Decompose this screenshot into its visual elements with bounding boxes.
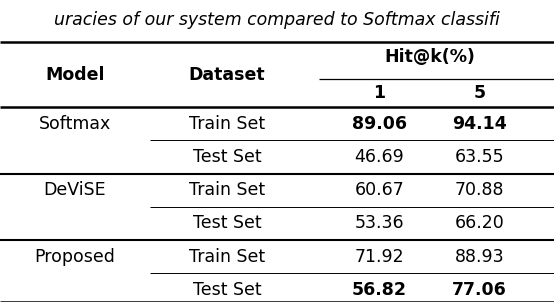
Text: Train Set: Train Set <box>189 248 265 266</box>
Text: 77.06: 77.06 <box>452 281 506 299</box>
Text: 94.14: 94.14 <box>452 115 506 133</box>
Text: Dataset: Dataset <box>189 66 265 84</box>
Text: 71.92: 71.92 <box>355 248 404 266</box>
Text: 46.69: 46.69 <box>355 148 404 166</box>
Text: uracies of our system compared to Softmax classifi: uracies of our system compared to Softma… <box>54 11 500 29</box>
Text: 1: 1 <box>373 84 386 102</box>
Text: DeViSE: DeViSE <box>43 181 106 199</box>
Text: Proposed: Proposed <box>34 248 115 266</box>
Text: 56.82: 56.82 <box>352 281 407 299</box>
Text: 53.36: 53.36 <box>355 214 404 233</box>
Text: Model: Model <box>45 66 105 84</box>
Text: Test Set: Test Set <box>193 148 261 166</box>
Text: Hit@k(%): Hit@k(%) <box>384 48 475 66</box>
Text: Train Set: Train Set <box>189 181 265 199</box>
Text: Train Set: Train Set <box>189 115 265 133</box>
Text: Test Set: Test Set <box>193 214 261 233</box>
Text: 66.20: 66.20 <box>454 214 504 233</box>
Text: 60.67: 60.67 <box>355 181 404 199</box>
Text: 5: 5 <box>473 84 485 102</box>
Text: 63.55: 63.55 <box>454 148 504 166</box>
Text: 70.88: 70.88 <box>454 181 504 199</box>
Text: Test Set: Test Set <box>193 281 261 299</box>
Text: Softmax: Softmax <box>39 115 111 133</box>
Text: 88.93: 88.93 <box>454 248 504 266</box>
Text: 89.06: 89.06 <box>352 115 407 133</box>
